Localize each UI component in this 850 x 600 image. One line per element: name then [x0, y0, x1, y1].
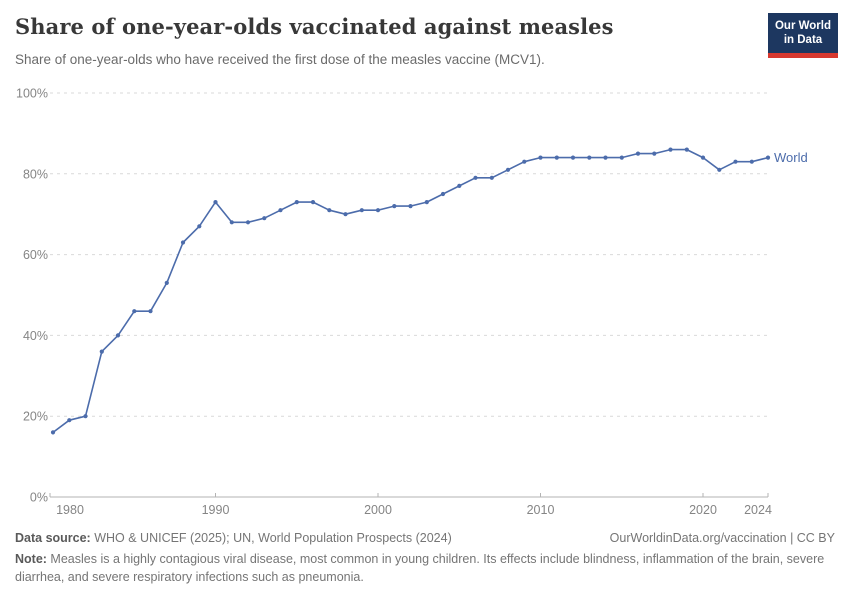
x-axis-label-2010: 2010	[527, 503, 555, 517]
data-point-2003[interactable]	[424, 200, 429, 205]
data-point-2021[interactable]	[717, 167, 722, 172]
data-point-2022[interactable]	[733, 159, 738, 164]
data-point-1995[interactable]	[294, 200, 299, 205]
data-point-2004[interactable]	[440, 191, 446, 197]
data-point-2010[interactable]	[538, 155, 543, 160]
owid-logo[interactable]: Our World in Data	[768, 13, 838, 58]
data-point-1991[interactable]	[229, 220, 234, 225]
x-axis-label-2000: 2000	[364, 503, 392, 517]
data-point-2000[interactable]	[375, 208, 381, 213]
measles-line-chart[interactable]: 0% 20% 40% 60% 80% 100% 1980 1990 2000 2010 2020 20…	[0, 0, 850, 528]
data-point-1997[interactable]	[327, 208, 332, 213]
data-point-2009[interactable]	[522, 159, 527, 164]
data-point-1981[interactable]	[67, 418, 72, 423]
x-axis-label-2024: 2024	[744, 503, 772, 517]
chart-footer: Data source: WHO & UNICEF (2025); UN, Wo…	[15, 531, 835, 586]
data-source-label: Data source:	[15, 531, 91, 545]
x-axis-label-1990: 1990	[202, 503, 230, 517]
world-series-label[interactable]: World	[774, 150, 808, 165]
data-point-2007[interactable]	[489, 175, 494, 180]
data-point-1999[interactable]	[359, 208, 364, 213]
data-point-2014[interactable]	[603, 155, 608, 160]
data-point-2006[interactable]	[473, 175, 478, 180]
data-point-2024[interactable]	[765, 155, 771, 160]
data-point-2001[interactable]	[392, 204, 397, 209]
attribution-link[interactable]: OurWorldinData.org/vaccination | CC BY	[609, 531, 835, 545]
data-point-2008[interactable]	[505, 167, 511, 172]
data-point-1990[interactable]	[213, 200, 218, 205]
data-point-2017[interactable]	[652, 151, 657, 156]
x-axis-label-1980: 1980	[56, 503, 84, 517]
data-point-1996[interactable]	[310, 200, 316, 205]
data-source: Data source: WHO & UNICEF (2025); UN, Wo…	[15, 531, 452, 545]
data-point-1980[interactable]	[50, 430, 56, 435]
data-point-2018[interactable]	[668, 147, 673, 152]
data-point-2015[interactable]	[619, 155, 624, 160]
y-axis-label-40: 40%	[23, 329, 48, 343]
data-point-2023[interactable]	[749, 159, 754, 164]
owid-logo-line1: Our World	[774, 20, 831, 32]
data-point-2013[interactable]	[587, 155, 592, 160]
data-point-1988[interactable]	[180, 240, 186, 245]
data-point-1986[interactable]	[148, 309, 153, 314]
y-axis-label-60: 60%	[23, 248, 48, 262]
chart-subtitle: Share of one-year-olds who have received…	[15, 52, 545, 67]
data-point-2011[interactable]	[554, 155, 559, 160]
data-point-2012[interactable]	[570, 155, 576, 160]
data-point-1982[interactable]	[83, 414, 88, 419]
data-point-1984[interactable]	[115, 333, 121, 338]
page-title: Share of one-year-olds vaccinated agains…	[15, 14, 614, 39]
world-line[interactable]	[52, 148, 769, 434]
owid-logo-line2: in Data	[783, 34, 823, 47]
note-label: Note:	[15, 552, 47, 566]
y-axis-label-100: 100%	[16, 87, 48, 101]
data-point-2005[interactable]	[457, 183, 462, 188]
data-point-2016[interactable]	[635, 151, 641, 156]
data-point-1994[interactable]	[278, 208, 283, 213]
data-point-1983[interactable]	[99, 349, 104, 354]
data-point-2002[interactable]	[408, 204, 413, 209]
data-point-1985[interactable]	[132, 309, 137, 314]
data-point-1987[interactable]	[164, 280, 169, 285]
data-point-1993[interactable]	[262, 216, 267, 221]
y-axis-label-20: 20%	[23, 410, 48, 424]
data-point-1992[interactable]	[245, 220, 251, 225]
owid-logo-red-bar	[768, 52, 838, 58]
y-axis-label-0: 0%	[30, 491, 48, 505]
data-source-text: WHO & UNICEF (2025); UN, World Populatio…	[90, 531, 452, 545]
owid-logo-text: Our World in Data	[768, 13, 838, 53]
data-point-2019[interactable]	[684, 147, 689, 152]
data-point-2020[interactable]	[700, 155, 706, 160]
y-axis-label-80: 80%	[23, 167, 48, 181]
x-axis-label-2020: 2020	[689, 503, 717, 517]
note-text: Measles is a highly contagious viral dis…	[15, 552, 825, 585]
data-point-1989[interactable]	[197, 224, 202, 229]
data-point-1998[interactable]	[343, 212, 348, 217]
chart-note: Note: Measles is a highly contagious vir…	[15, 550, 825, 586]
